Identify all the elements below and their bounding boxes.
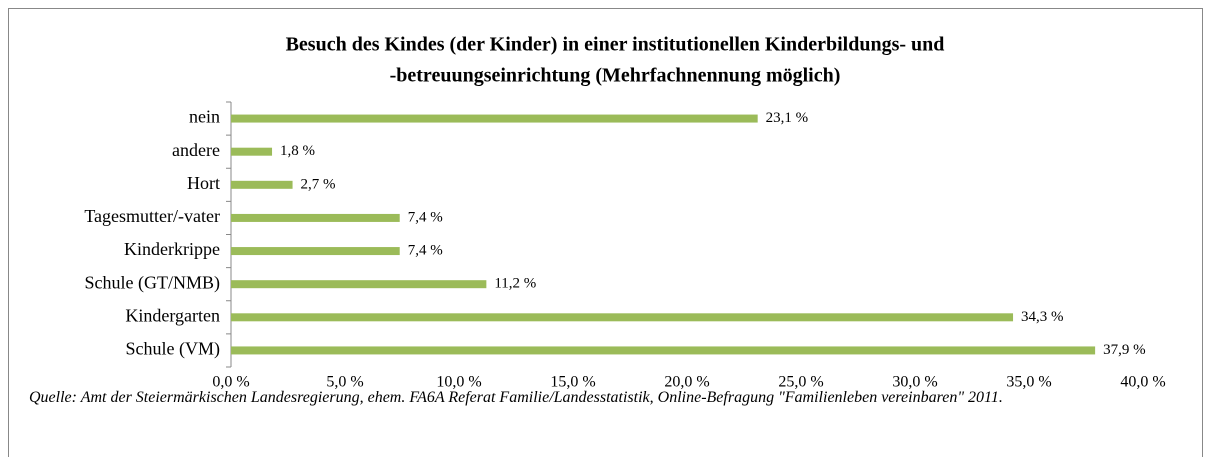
source-note: Quelle: Amt der Steiermärkischen Landesr…: [29, 389, 1003, 406]
y-tick-label: Hort: [187, 173, 220, 193]
x-tick-label: 5,0 %: [326, 374, 363, 391]
bar: [231, 213, 400, 222]
x-tick-label: 15,0 %: [550, 374, 595, 391]
frame: [8, 8, 1203, 457]
bar: [231, 114, 758, 123]
x-tick-label: 40,0 %: [1120, 374, 1165, 391]
x-tick-label: 0,0 %: [212, 374, 249, 391]
data-label: 37,9 %: [1103, 342, 1146, 358]
bar: [231, 313, 1014, 322]
data-label: 11,2 %: [494, 276, 536, 292]
chart-title: Besuch des Kindes (der Kinder) in einer …: [286, 34, 945, 56]
data-label: 34,3 %: [1021, 309, 1064, 325]
y-tick-label: Kinderkrippe: [124, 239, 220, 259]
y-tick-label: nein: [189, 107, 220, 127]
bar: [231, 247, 400, 256]
y-tick-label: andere: [172, 140, 220, 160]
bar: [231, 280, 487, 289]
y-tick-label: Schule (GT/NMB): [85, 272, 220, 293]
y-tick-label: Tagesmutter/-vater: [84, 206, 220, 226]
x-tick-label: 20,0 %: [664, 374, 709, 391]
x-tick-label: 35,0 %: [1006, 374, 1051, 391]
bar: [231, 346, 1096, 355]
data-label: 2,7 %: [301, 176, 336, 192]
x-tick-label: 25,0 %: [778, 374, 823, 391]
data-label: 23,1 %: [766, 110, 809, 126]
data-label: 7,4 %: [408, 243, 443, 259]
data-label: 1,8 %: [280, 143, 315, 159]
bar: [231, 180, 293, 189]
x-tick-label: 10,0 %: [436, 374, 481, 391]
y-tick-label: Schule (VM): [126, 339, 220, 360]
bar: [231, 147, 273, 156]
chart-title: -betreuungseinrichtung (Mehrfachnennung …: [390, 65, 841, 87]
y-tick-label: Kindergarten: [125, 305, 220, 325]
x-tick-label: 30,0 %: [892, 374, 937, 391]
data-label: 7,4 %: [408, 209, 443, 225]
